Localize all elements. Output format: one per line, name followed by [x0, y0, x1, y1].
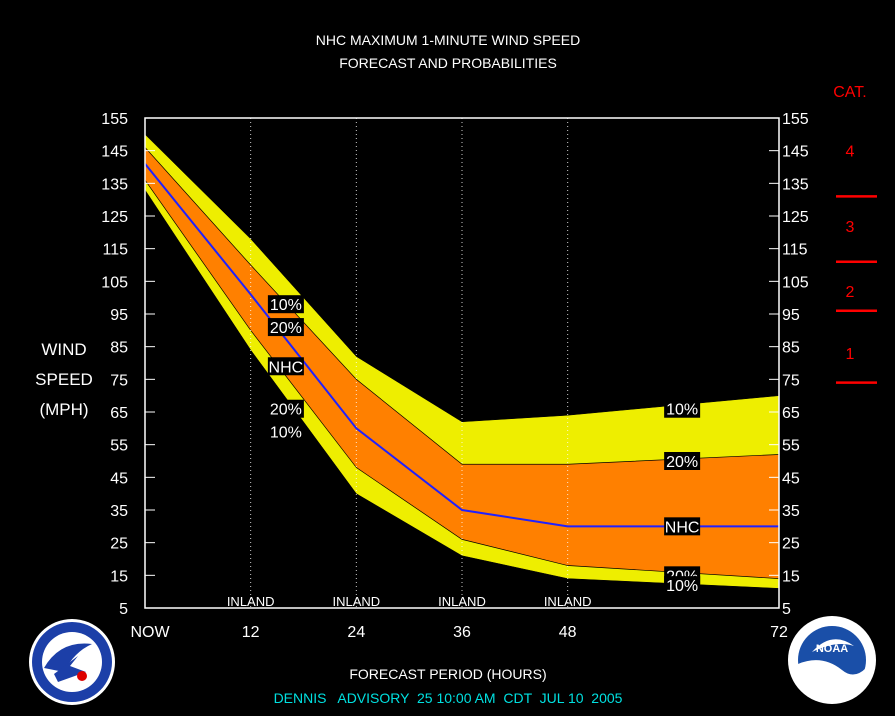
y-tick-label-right-55: 55: [782, 438, 800, 455]
lower-20pct-line: [144, 179, 780, 579]
band-label-1: 20%: [270, 320, 302, 337]
y-axis-label-line1: WIND: [41, 340, 86, 359]
x-axis-label: FORECAST PERIOD (HOURS): [349, 666, 546, 682]
band-label-7: NHC: [665, 519, 700, 536]
y-tick-label-right-95: 95: [782, 307, 800, 324]
y-tick-label-left-85: 85: [110, 340, 128, 357]
band-label-box-5: [664, 399, 701, 418]
inland-label-1: INLAND: [332, 594, 380, 609]
x-tick-label-4: 48: [559, 624, 577, 641]
y-tick-label-right-5: 5: [782, 601, 791, 618]
noaa-logo-text: NOAA: [816, 643, 848, 655]
y-tick-label-right-125: 125: [782, 209, 809, 226]
x-tick-label-2: 24: [347, 624, 365, 641]
chart-title-line1: NHC MAXIMUM 1-MINUTE WIND SPEED: [316, 32, 580, 48]
band-label-0: 10%: [270, 297, 302, 314]
band-label-5: 10%: [666, 402, 698, 419]
y-tick-label-right-65: 65: [782, 405, 800, 422]
y-tick-label-right-135: 135: [782, 176, 809, 193]
nhc-forecast-line: [144, 163, 779, 528]
category-label-3: 3: [846, 219, 855, 236]
category-scale: 4 3 2 1: [836, 144, 877, 384]
x-tick-label-0: NOW: [130, 624, 170, 641]
band-label-box-3: [267, 399, 304, 418]
inland-label-2: INLAND: [438, 594, 486, 609]
y-tick-label-right-15: 15: [782, 568, 800, 585]
y-axis-label-line2: SPEED: [35, 370, 93, 389]
noaa-logo-icon: NOAA: [788, 616, 876, 704]
y-tick-label-right-145: 145: [782, 144, 809, 161]
y-tick-label-left-15: 15: [110, 568, 128, 585]
y-tick-label-right-45: 45: [782, 470, 800, 487]
y-tick-label-right-85: 85: [782, 340, 800, 357]
x-tick-label-1: 12: [242, 624, 260, 641]
band-label-box-6: [664, 452, 701, 470]
y-tick-label-left-35: 35: [110, 503, 128, 520]
upper-10pct-line: [144, 134, 780, 423]
y-tick-label-right-25: 25: [782, 536, 800, 553]
lower-10pct-line: [144, 189, 780, 589]
plot-frame: [144, 117, 780, 609]
chart-title-line2: FORECAST AND PROBABILITIES: [339, 55, 557, 71]
nhc-line-path: [144, 163, 779, 528]
y-tick-label-right-105: 105: [782, 274, 809, 291]
x-axis-ticks: NOW 12 24 36 48 72: [130, 624, 788, 641]
category-header: CAT.: [833, 84, 866, 101]
band-label-box-0: [267, 295, 304, 314]
category-label-1: 1: [846, 346, 855, 363]
category-label-2: 2: [846, 284, 855, 301]
probability-bands: [144, 134, 780, 589]
y-tick-label-left-115: 115: [102, 242, 128, 259]
y-tick-label-left-125: 125: [101, 209, 128, 226]
inland-label-3: INLAND: [544, 594, 592, 609]
y-tick-label-right-75: 75: [782, 372, 800, 389]
band-label-box-9: [664, 576, 701, 595]
y-tick-label-left-65: 65: [110, 405, 128, 422]
band-label-4: 10%: [270, 425, 302, 442]
y-axis-label-line3: (MPH): [39, 400, 88, 419]
y-tick-label-left-55: 55: [110, 438, 128, 455]
band-label-6: 20%: [666, 454, 698, 471]
band-label-3: 20%: [270, 402, 302, 419]
y-tick-label-left-135: 135: [101, 176, 128, 193]
x-tick-label-5: 72: [770, 624, 788, 641]
category-label-4: 4: [846, 144, 855, 161]
band-label-box-4: [267, 422, 304, 441]
y-tick-label-right-35: 35: [782, 503, 800, 520]
advisory-line: DENNIS ADVISORY 25 10:00 AM CDT JUL 10 2…: [274, 690, 623, 706]
band-label-box-7: [664, 517, 701, 536]
band-label-9: 10%: [666, 578, 698, 595]
y-tick-label-right-115: 115: [782, 242, 808, 259]
x-tick-label-3: 36: [453, 624, 471, 641]
band-label-box-1: [267, 318, 304, 337]
y-tick-label-left-145: 145: [101, 144, 128, 161]
inner-band-20pct: [145, 147, 779, 579]
y-tick-label-left-45: 45: [110, 470, 128, 487]
y-tick-label-left-105: 105: [101, 274, 128, 291]
inland-gridlines: INLAND INLAND INLAND INLAND: [227, 118, 592, 609]
nws-logo-icon: [29, 619, 115, 705]
y-tick-label-left-155: 155: [101, 111, 128, 128]
upper-20pct-line: [144, 147, 780, 465]
y-tick-label-left-25: 25: [110, 536, 128, 553]
y-tick-label-left-75: 75: [110, 372, 128, 389]
y-tick-label-left-95: 95: [110, 307, 128, 324]
y-tick-label-right-155: 155: [782, 111, 809, 128]
band-label-2: NHC: [269, 359, 304, 376]
y-tick-label-left-5: 5: [119, 601, 128, 618]
band-label-box-2: [267, 357, 304, 376]
inland-label-0: INLAND: [227, 594, 275, 609]
